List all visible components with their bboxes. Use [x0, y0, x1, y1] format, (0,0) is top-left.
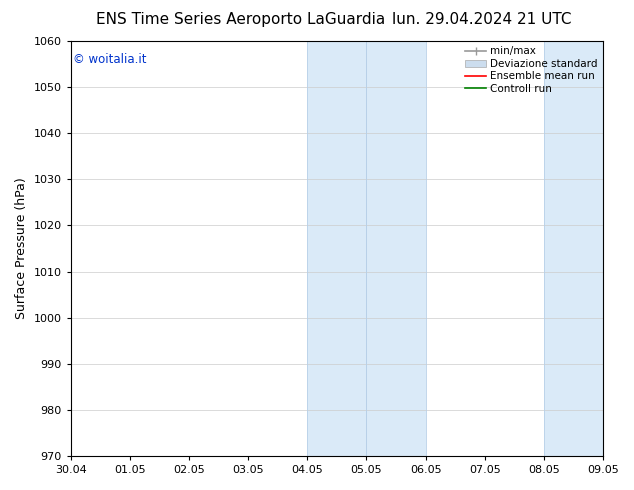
- Text: ENS Time Series Aeroporto LaGuardia: ENS Time Series Aeroporto LaGuardia: [96, 12, 385, 27]
- Y-axis label: Surface Pressure (hPa): Surface Pressure (hPa): [15, 178, 28, 319]
- Bar: [307, 41, 366, 456]
- Legend: min/max, Deviazione standard, Ensemble mean run, Controll run: min/max, Deviazione standard, Ensemble m…: [463, 44, 600, 96]
- Bar: [544, 41, 603, 456]
- Text: lun. 29.04.2024 21 UTC: lun. 29.04.2024 21 UTC: [392, 12, 572, 27]
- Bar: [366, 41, 425, 456]
- Bar: [603, 41, 634, 456]
- Text: © woitalia.it: © woitalia.it: [74, 53, 147, 67]
